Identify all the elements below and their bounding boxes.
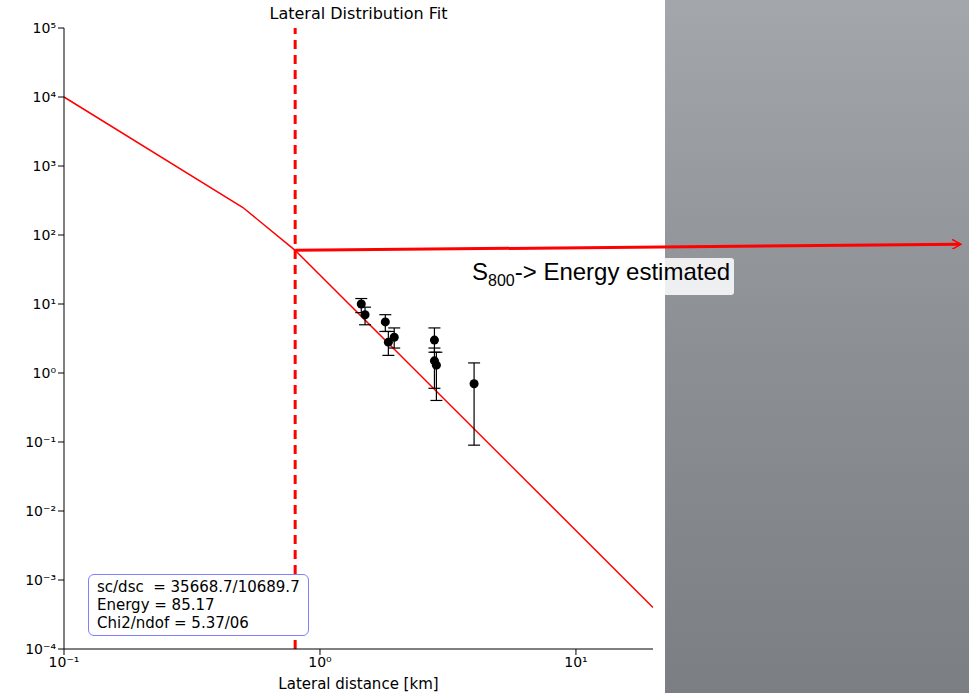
svg-text:10¹: 10¹ bbox=[564, 654, 587, 670]
svg-text:10⁰: 10⁰ bbox=[33, 365, 57, 381]
svg-text:10⁰: 10⁰ bbox=[308, 654, 332, 670]
html-text:sc/dsc = 35668.7/10689.7: sc/dsc = 35668.7/10689.7 bbox=[97, 578, 300, 596]
html-text:Energy = 85.17: Energy = 85.17 bbox=[97, 596, 215, 614]
svg-text:Lateral distance [km]: Lateral distance [km] bbox=[278, 675, 438, 693]
svg-text:10⁴: 10⁴ bbox=[33, 89, 57, 105]
svg-text:10⁻¹: 10⁻¹ bbox=[25, 434, 56, 450]
svg-text:10⁻²: 10⁻² bbox=[25, 503, 56, 519]
html-text:Chi2/ndof = 5.37/06: Chi2/ndof = 5.37/06 bbox=[97, 614, 249, 632]
svg-text:10¹: 10¹ bbox=[33, 296, 56, 312]
svg-text:10⁻⁴: 10⁻⁴ bbox=[25, 641, 56, 657]
html-text:Lateral Distribution Fit: Lateral Distribution Fit bbox=[269, 4, 448, 23]
svg-text:10⁵: 10⁵ bbox=[33, 20, 56, 36]
svg-text:10³: 10³ bbox=[33, 158, 56, 174]
svg-text:10²: 10² bbox=[33, 227, 56, 243]
html-text:S800-> Energy estimated: S800-> Energy estimated bbox=[472, 258, 731, 290]
svg-text:10⁻³: 10⁻³ bbox=[25, 572, 56, 588]
svg-text:10⁻¹: 10⁻¹ bbox=[48, 653, 80, 670]
